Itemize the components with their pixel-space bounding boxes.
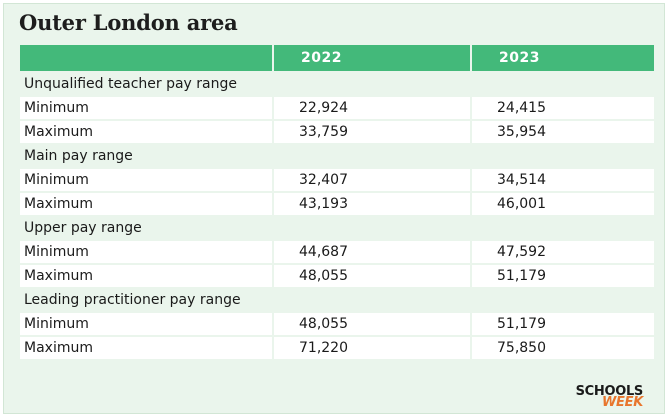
empty-cell bbox=[470, 215, 656, 241]
table-row: Minimum 32,407 34,514 bbox=[18, 167, 656, 193]
value-2022: 48,055 bbox=[272, 263, 472, 289]
table-header-row: 2022 2023 bbox=[18, 43, 656, 73]
section-heading: Upper pay range bbox=[18, 215, 274, 241]
table-row: Minimum 22,924 24,415 bbox=[18, 95, 656, 121]
table-row: Maximum 48,055 51,179 bbox=[18, 263, 656, 289]
empty-cell bbox=[470, 143, 656, 169]
section-heading: Unqualified teacher pay range bbox=[18, 71, 274, 97]
empty-cell bbox=[470, 71, 656, 97]
row-label: Minimum bbox=[18, 167, 274, 193]
value-2023: 46,001 bbox=[470, 191, 656, 217]
empty-cell bbox=[272, 215, 472, 241]
value-2023: 35,954 bbox=[470, 119, 656, 145]
column-header-2022: 2022 bbox=[272, 43, 472, 73]
value-2023: 75,850 bbox=[470, 335, 656, 361]
table-row: Minimum 48,055 51,179 bbox=[18, 311, 656, 337]
section-header-row: Main pay range bbox=[18, 143, 656, 169]
value-2022: 22,924 bbox=[272, 95, 472, 121]
row-label: Maximum bbox=[18, 119, 274, 145]
empty-cell bbox=[272, 287, 472, 313]
value-2023: 51,179 bbox=[470, 263, 656, 289]
value-2022: 44,687 bbox=[272, 239, 472, 265]
row-label: Minimum bbox=[18, 95, 274, 121]
section-heading: Main pay range bbox=[18, 143, 274, 169]
pay-table-card: Outer London area 2022 2023 Unqualified … bbox=[3, 3, 665, 414]
logo-line-schools: SCHOOLS bbox=[575, 384, 644, 399]
logo-line-week: WEEK bbox=[602, 395, 643, 410]
row-label: Maximum bbox=[18, 263, 274, 289]
table-row: Minimum 44,687 47,592 bbox=[18, 239, 656, 265]
row-label: Minimum bbox=[18, 239, 274, 265]
empty-cell bbox=[470, 287, 656, 313]
value-2023: 34,514 bbox=[470, 167, 656, 193]
pay-range-table: 2022 2023 Unqualified teacher pay range … bbox=[18, 43, 656, 361]
page-title: Outer London area bbox=[19, 10, 238, 35]
value-2023: 47,592 bbox=[470, 239, 656, 265]
value-2023: 24,415 bbox=[470, 95, 656, 121]
table-row: Maximum 43,193 46,001 bbox=[18, 191, 656, 217]
value-2023: 51,179 bbox=[470, 311, 656, 337]
empty-cell bbox=[272, 71, 472, 97]
value-2022: 43,193 bbox=[272, 191, 472, 217]
table-row: Maximum 71,220 75,850 bbox=[18, 335, 656, 361]
row-label: Minimum bbox=[18, 311, 274, 337]
table-row: Maximum 33,759 35,954 bbox=[18, 119, 656, 145]
section-header-row: Leading practitioner pay range bbox=[18, 287, 656, 313]
empty-cell bbox=[272, 143, 472, 169]
header-corner-cell bbox=[18, 43, 274, 73]
value-2022: 33,759 bbox=[272, 119, 472, 145]
value-2022: 32,407 bbox=[272, 167, 472, 193]
row-label: Maximum bbox=[18, 335, 274, 361]
section-heading: Leading practitioner pay range bbox=[18, 287, 274, 313]
section-header-row: Upper pay range bbox=[18, 215, 656, 241]
row-label: Maximum bbox=[18, 191, 274, 217]
section-header-row: Unqualified teacher pay range bbox=[18, 71, 656, 97]
schools-week-logo: SCHOOLS WEEK bbox=[575, 384, 644, 410]
value-2022: 71,220 bbox=[272, 335, 472, 361]
value-2022: 48,055 bbox=[272, 311, 472, 337]
column-header-2023: 2023 bbox=[470, 43, 656, 73]
